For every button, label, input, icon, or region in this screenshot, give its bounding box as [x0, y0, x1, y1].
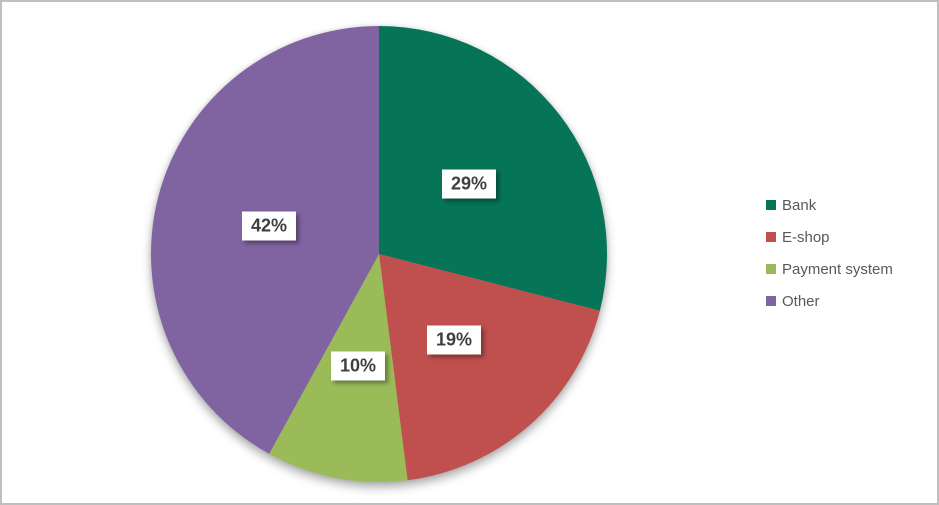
legend-label-other: Other [782, 292, 820, 310]
legend-item-other: Other [766, 285, 893, 317]
legend-label-payment-system: Payment system [782, 260, 893, 278]
legend-item-payment-system: Payment system [766, 253, 893, 285]
legend-item-bank: Bank [766, 189, 893, 221]
pie-slice-e-shop [379, 254, 600, 481]
legend-item-e-shop: E-shop [766, 221, 893, 253]
legend-swatch-other [766, 296, 776, 306]
legend-swatch-payment-system [766, 264, 776, 274]
chart-legend: Bank E-shop Payment system Other [766, 189, 893, 317]
legend-swatch-bank [766, 200, 776, 210]
pie-slices-group [150, 26, 608, 482]
legend-swatch-e-shop [766, 232, 776, 242]
pie-slice-bank [379, 26, 608, 311]
legend-label-bank: Bank [782, 196, 817, 214]
legend-label-e-shop: E-shop [782, 228, 830, 246]
